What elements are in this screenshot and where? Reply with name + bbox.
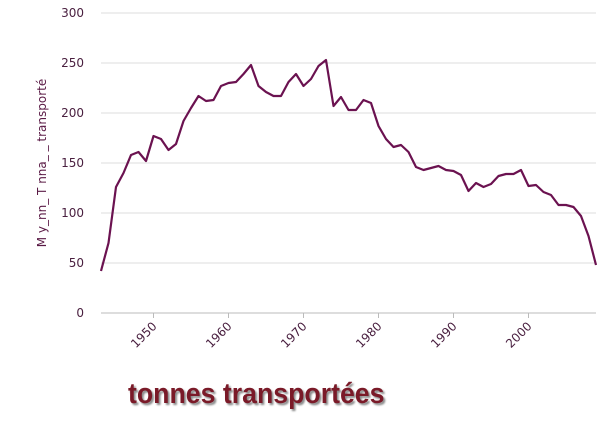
line-chart: 0 50 100 150 200 250 300 1950 1960 1970 1980 1990 2… [35,6,599,351]
data-point[interactable] [121,170,127,176]
data-point[interactable] [481,184,487,190]
data-point[interactable] [398,142,404,148]
y-tick-label: 150 [61,156,84,170]
y-tick-label: 250 [61,56,84,70]
y-tick-label: 300 [61,6,84,20]
data-point[interactable] [293,71,299,77]
y-tick-label: 50 [69,256,84,270]
data-point[interactable] [278,93,284,99]
data-point[interactable] [188,105,194,111]
data-point[interactable] [391,144,397,150]
data-point[interactable] [128,152,134,158]
data-point[interactable] [593,262,599,268]
data-point[interactable] [361,97,367,103]
data-point[interactable] [548,192,554,198]
data-point[interactable] [241,71,247,77]
x-tick-label: 1970 [278,319,309,350]
x-axis-ticks: 1950 1960 1970 1980 1990 2000 [128,313,535,351]
data-point[interactable] [413,164,419,170]
data-point[interactable] [203,98,209,104]
data-point[interactable] [473,180,479,186]
data-point[interactable] [143,158,149,164]
x-tick-label: 1980 [353,319,384,350]
data-point[interactable] [196,93,202,99]
data-point[interactable] [136,149,142,155]
y-axis-label: M y_nn_ T nna_ _ transporté [35,79,49,247]
data-point[interactable] [533,182,539,188]
data-point[interactable] [436,163,442,169]
data-point[interactable] [338,94,344,100]
chart-caption: tonnes transportées [128,378,385,410]
data-point[interactable] [496,173,502,179]
data-point[interactable] [346,107,352,113]
y-axis-ticks: 0 50 100 150 200 250 300 [61,6,84,320]
y-tick-label: 0 [76,306,84,320]
data-point[interactable] [158,136,164,142]
data-point[interactable] [301,83,307,89]
data-point[interactable] [166,147,172,153]
data-point[interactable] [571,204,577,210]
series-line [99,58,598,272]
data-point[interactable] [578,213,584,219]
data-point[interactable] [368,100,374,106]
grid-lines [101,12,596,264]
data-point[interactable] [383,136,389,142]
data-point[interactable] [211,97,217,103]
data-point[interactable] [428,165,434,171]
data-point[interactable] [248,62,254,68]
data-point[interactable] [503,171,509,177]
data-point[interactable] [466,188,472,194]
data-point[interactable] [541,189,547,195]
data-point[interactable] [586,233,592,239]
data-point[interactable] [421,167,427,173]
data-point[interactable] [556,202,562,208]
data-point[interactable] [526,183,532,189]
data-point[interactable] [173,141,179,147]
data-point[interactable] [98,268,104,274]
data-point[interactable] [106,240,112,246]
y-tick-label: 200 [61,106,84,120]
data-point[interactable] [151,133,157,139]
data-point[interactable] [308,76,314,82]
x-tick-label: 1960 [203,319,234,350]
data-point[interactable] [233,79,239,85]
data-point[interactable] [563,202,569,208]
data-point[interactable] [286,79,292,85]
data-point[interactable] [181,118,187,124]
data-point[interactable] [488,181,494,187]
data-point[interactable] [256,83,262,89]
data-point[interactable] [218,83,224,89]
x-tick-label: 1990 [428,319,459,350]
data-point[interactable] [331,103,337,109]
data-point[interactable] [323,57,329,63]
series-group [98,57,599,274]
data-point[interactable] [511,171,517,177]
data-point[interactable] [271,93,277,99]
y-tick-label: 100 [61,206,84,220]
x-tick-label: 1950 [128,319,159,350]
data-point[interactable] [406,149,412,155]
data-point[interactable] [113,184,119,190]
data-point[interactable] [376,123,382,129]
data-point[interactable] [316,63,322,69]
data-point[interactable] [451,168,457,174]
data-point[interactable] [458,172,464,178]
data-point[interactable] [226,80,232,86]
data-point[interactable] [263,89,269,95]
x-tick-label: 2000 [503,319,534,350]
data-point[interactable] [443,167,449,173]
data-point[interactable] [518,167,524,173]
data-point[interactable] [353,107,359,113]
